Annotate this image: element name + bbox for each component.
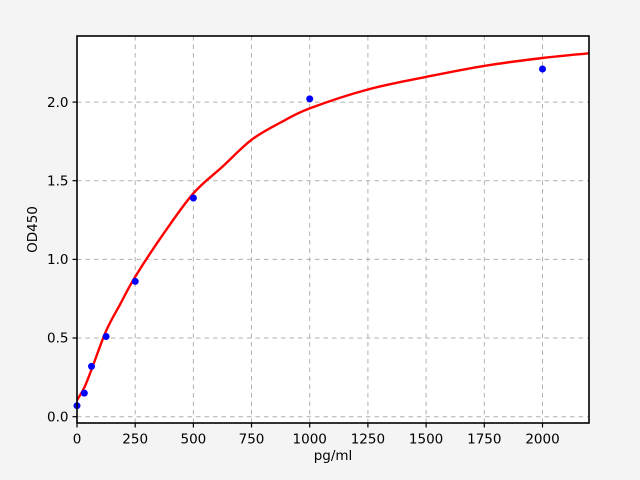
data-point-marker [88, 362, 95, 370]
data-point-marker [539, 65, 546, 73]
x-tick-label: 250 [122, 432, 148, 448]
x-tick-label: 1750 [467, 432, 501, 448]
x-tick-label: 750 [239, 432, 265, 448]
x-tick-label: 1250 [351, 432, 385, 448]
fit-curve [77, 52, 589, 402]
data-point-marker [80, 389, 88, 397]
y-tick-label: 0.5 [47, 331, 68, 347]
data-point-marker [131, 277, 139, 285]
data-point-marker [102, 333, 110, 340]
y-tick-label: 1.5 [47, 173, 68, 189]
y-tick-label: 1.0 [47, 252, 68, 268]
x-tick-label: 1000 [293, 432, 327, 448]
x-tick-label: 1500 [409, 432, 443, 448]
x-axis-label: pg/ml [314, 448, 353, 464]
data-point-marker [189, 194, 197, 202]
chart-plot-group: 0 250 500 750 1000 1250 1500 1750 2000 0.0 0.5 1.0 1… [47, 35, 590, 448]
x-tick-label: 2000 [525, 432, 559, 448]
plot-border [76, 35, 590, 424]
data-point-marker [306, 95, 314, 103]
x-tick-label: 500 [181, 432, 207, 448]
y-tick-label: 2.0 [47, 95, 68, 111]
y-tick-label: 0.0 [47, 409, 68, 425]
plot-area [77, 36, 589, 423]
y-axis-label: OD450 [25, 206, 41, 253]
x-tick-label: 0 [73, 432, 82, 448]
